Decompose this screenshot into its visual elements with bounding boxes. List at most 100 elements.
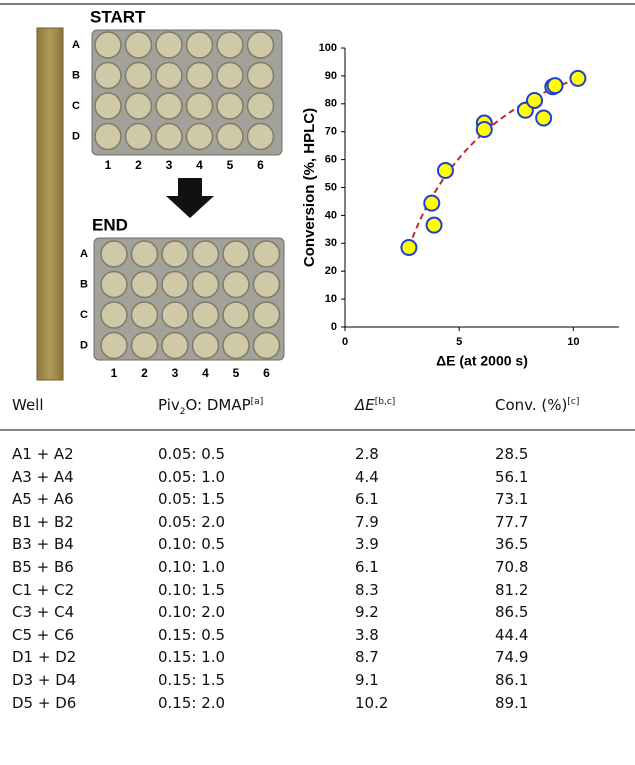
table-cell: 0.15: 1.0	[158, 648, 226, 667]
well	[94, 92, 122, 120]
color-strip	[36, 27, 64, 381]
point	[569, 69, 587, 87]
well	[252, 301, 281, 329]
table-cell: 81.2	[495, 580, 529, 599]
table-cell: 0.10: 1.0	[158, 558, 226, 576]
point	[475, 120, 493, 138]
well	[100, 331, 128, 360]
column-label: 6	[257, 158, 264, 172]
well	[246, 31, 275, 59]
y-tick-label: 90	[325, 70, 337, 82]
table-cell: 3.8	[355, 625, 379, 644]
well	[155, 31, 183, 59]
table-cell: 6.1	[355, 490, 379, 509]
table-cell: 74.9	[495, 648, 529, 667]
well	[185, 31, 214, 59]
table-cell: 2.8	[355, 445, 379, 463]
table-cell: 6.1	[355, 558, 379, 576]
table-cell: 77.7	[495, 512, 529, 531]
table-cell: 56.1	[495, 467, 529, 486]
well	[100, 301, 128, 329]
table-cell: 86.1	[495, 671, 529, 689]
well	[185, 92, 214, 120]
well	[124, 61, 153, 90]
well	[191, 270, 220, 299]
well	[222, 331, 250, 360]
table-cell: 0.15: 0.5	[158, 625, 226, 644]
arrow	[166, 178, 214, 218]
well	[216, 92, 244, 120]
well	[94, 122, 122, 151]
row-label: B	[72, 69, 80, 81]
well	[191, 331, 220, 360]
y-tick-label: 30	[325, 237, 337, 249]
x-tick-label: 0	[342, 336, 348, 348]
well	[191, 240, 220, 268]
well	[94, 31, 122, 59]
table-header: Piv2O: DMAP[a]	[158, 396, 263, 417]
y-tick-label: 60	[325, 154, 337, 166]
x-axis-label: ΔE (at 2000 s)	[436, 353, 528, 369]
point	[546, 77, 564, 95]
table-cell: A3 + A4	[12, 467, 74, 486]
x-tick-label: 10	[567, 336, 579, 348]
well	[124, 31, 153, 59]
column-label: 2	[141, 366, 148, 380]
well	[124, 122, 153, 151]
y-tick-label: 10	[325, 293, 337, 305]
y-tick-label: 40	[325, 209, 337, 221]
well	[94, 61, 122, 90]
table-cell: 0.10: 2.0	[158, 603, 226, 622]
header-note: [a]	[250, 397, 264, 407]
table-cell: 28.5	[495, 445, 529, 463]
column-label: 4	[196, 158, 203, 172]
row-label: A	[72, 39, 80, 51]
table-cell: C1 + C2	[12, 580, 75, 599]
well	[216, 122, 244, 151]
table-cell: B3 + B4	[12, 535, 74, 554]
point	[423, 194, 441, 212]
well	[216, 61, 244, 90]
column-label: 4	[202, 366, 209, 380]
header-text: Piv	[158, 396, 180, 414]
y-tick-label: 50	[325, 181, 337, 193]
column-label: 5	[233, 366, 240, 380]
table-cell: 8.7	[355, 648, 379, 667]
column-label: 5	[227, 158, 234, 172]
well	[246, 122, 275, 151]
well	[222, 301, 250, 329]
well	[130, 331, 159, 360]
table-cell: 9.2	[355, 603, 379, 622]
table-cell: 0.05: 2.0	[158, 512, 226, 531]
well	[155, 92, 183, 120]
plate-label: START	[90, 7, 146, 26]
table-cell: 0.05: 1.5	[158, 490, 226, 509]
row-label: A	[80, 248, 88, 260]
table-cell: 8.3	[355, 580, 379, 599]
well	[246, 92, 275, 120]
header-note: [c]	[567, 397, 580, 407]
point	[526, 91, 544, 109]
table-cell: 0.05: 0.5	[158, 445, 226, 463]
well	[246, 61, 275, 90]
table-cell: 44.4	[495, 625, 529, 644]
header-text: ΔE	[355, 396, 375, 414]
well	[130, 240, 159, 268]
well	[155, 122, 183, 151]
column-label: 3	[166, 158, 173, 172]
well	[252, 331, 281, 360]
table-cell: 7.9	[355, 512, 379, 531]
header-rule	[0, 429, 635, 431]
table-cell: C5 + C6	[12, 625, 75, 644]
column-label: 1	[111, 366, 118, 380]
well	[100, 240, 128, 268]
column-label: 2	[135, 158, 142, 172]
well	[130, 270, 159, 299]
row-label: C	[80, 309, 88, 321]
row-label: D	[72, 130, 80, 142]
table-cell: 0.10: 1.5	[158, 580, 226, 599]
column-label: 6	[263, 366, 270, 380]
column-label: 3	[172, 366, 179, 380]
table-cell: D1 + D2	[12, 648, 77, 667]
